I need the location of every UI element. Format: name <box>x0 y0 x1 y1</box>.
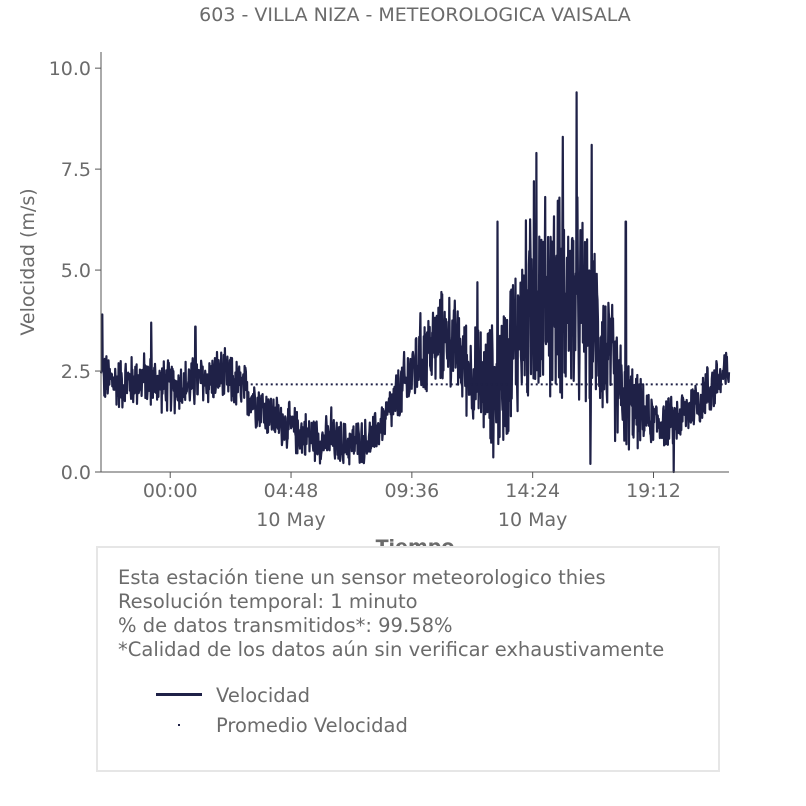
y-axis-label: Velocidad (m/s) <box>17 188 39 335</box>
y-tick-label: 5.0 <box>61 260 91 282</box>
x-tick-label: 14:24 <box>505 480 560 502</box>
info-line-sensor: Esta estación tiene un sensor meteorolog… <box>118 566 606 589</box>
info-line-resolution: Resolución temporal: 1 minuto <box>118 590 418 613</box>
x-tick-date-label: 10 May <box>256 509 326 531</box>
x-tick-label: 19:12 <box>626 480 681 502</box>
legend-dot-swatch <box>156 710 216 740</box>
x-ticks: 00:00 04:48 10 May 09:36 14:24 10 May 19:12 <box>143 472 681 531</box>
y-tick-label: 0.0 <box>61 462 91 484</box>
y-ticks: 0.0 2.5 5.0 7.5 10.0 <box>49 58 101 484</box>
plot-area <box>99 91 731 474</box>
y-tick-label: 2.5 <box>61 361 91 383</box>
legend-line-swatch <box>156 680 216 710</box>
info-line-quality: *Calidad de los datos aún sin verificar … <box>118 638 665 661</box>
info-text: Esta estación tiene un sensor meteorolog… <box>118 566 664 662</box>
x-tick-label: 09:36 <box>384 480 439 502</box>
legend: Velocidad Promedio Velocidad <box>156 680 408 740</box>
y-tick-label: 7.5 <box>61 159 91 181</box>
chart-title: 603 - VILLA NIZA - METEOROLOGICA VAISALA <box>199 4 631 26</box>
series-velocidad-line <box>99 91 731 474</box>
x-tick-date-label: 10 May <box>498 509 568 531</box>
info-box: Esta estación tiene un sensor meteorolog… <box>96 546 720 772</box>
x-tick-label: 04:48 <box>264 480 319 502</box>
info-line-transmitted: % de datos transmitidos*: 99.58% <box>118 614 453 637</box>
legend-item-promedio: Promedio Velocidad <box>156 710 408 740</box>
legend-label: Velocidad <box>216 683 311 707</box>
y-tick-label: 10.0 <box>49 58 91 80</box>
legend-item-velocidad: Velocidad <box>156 680 408 710</box>
x-tick-label: 00:00 <box>143 480 198 502</box>
legend-label: Promedio Velocidad <box>216 713 408 737</box>
